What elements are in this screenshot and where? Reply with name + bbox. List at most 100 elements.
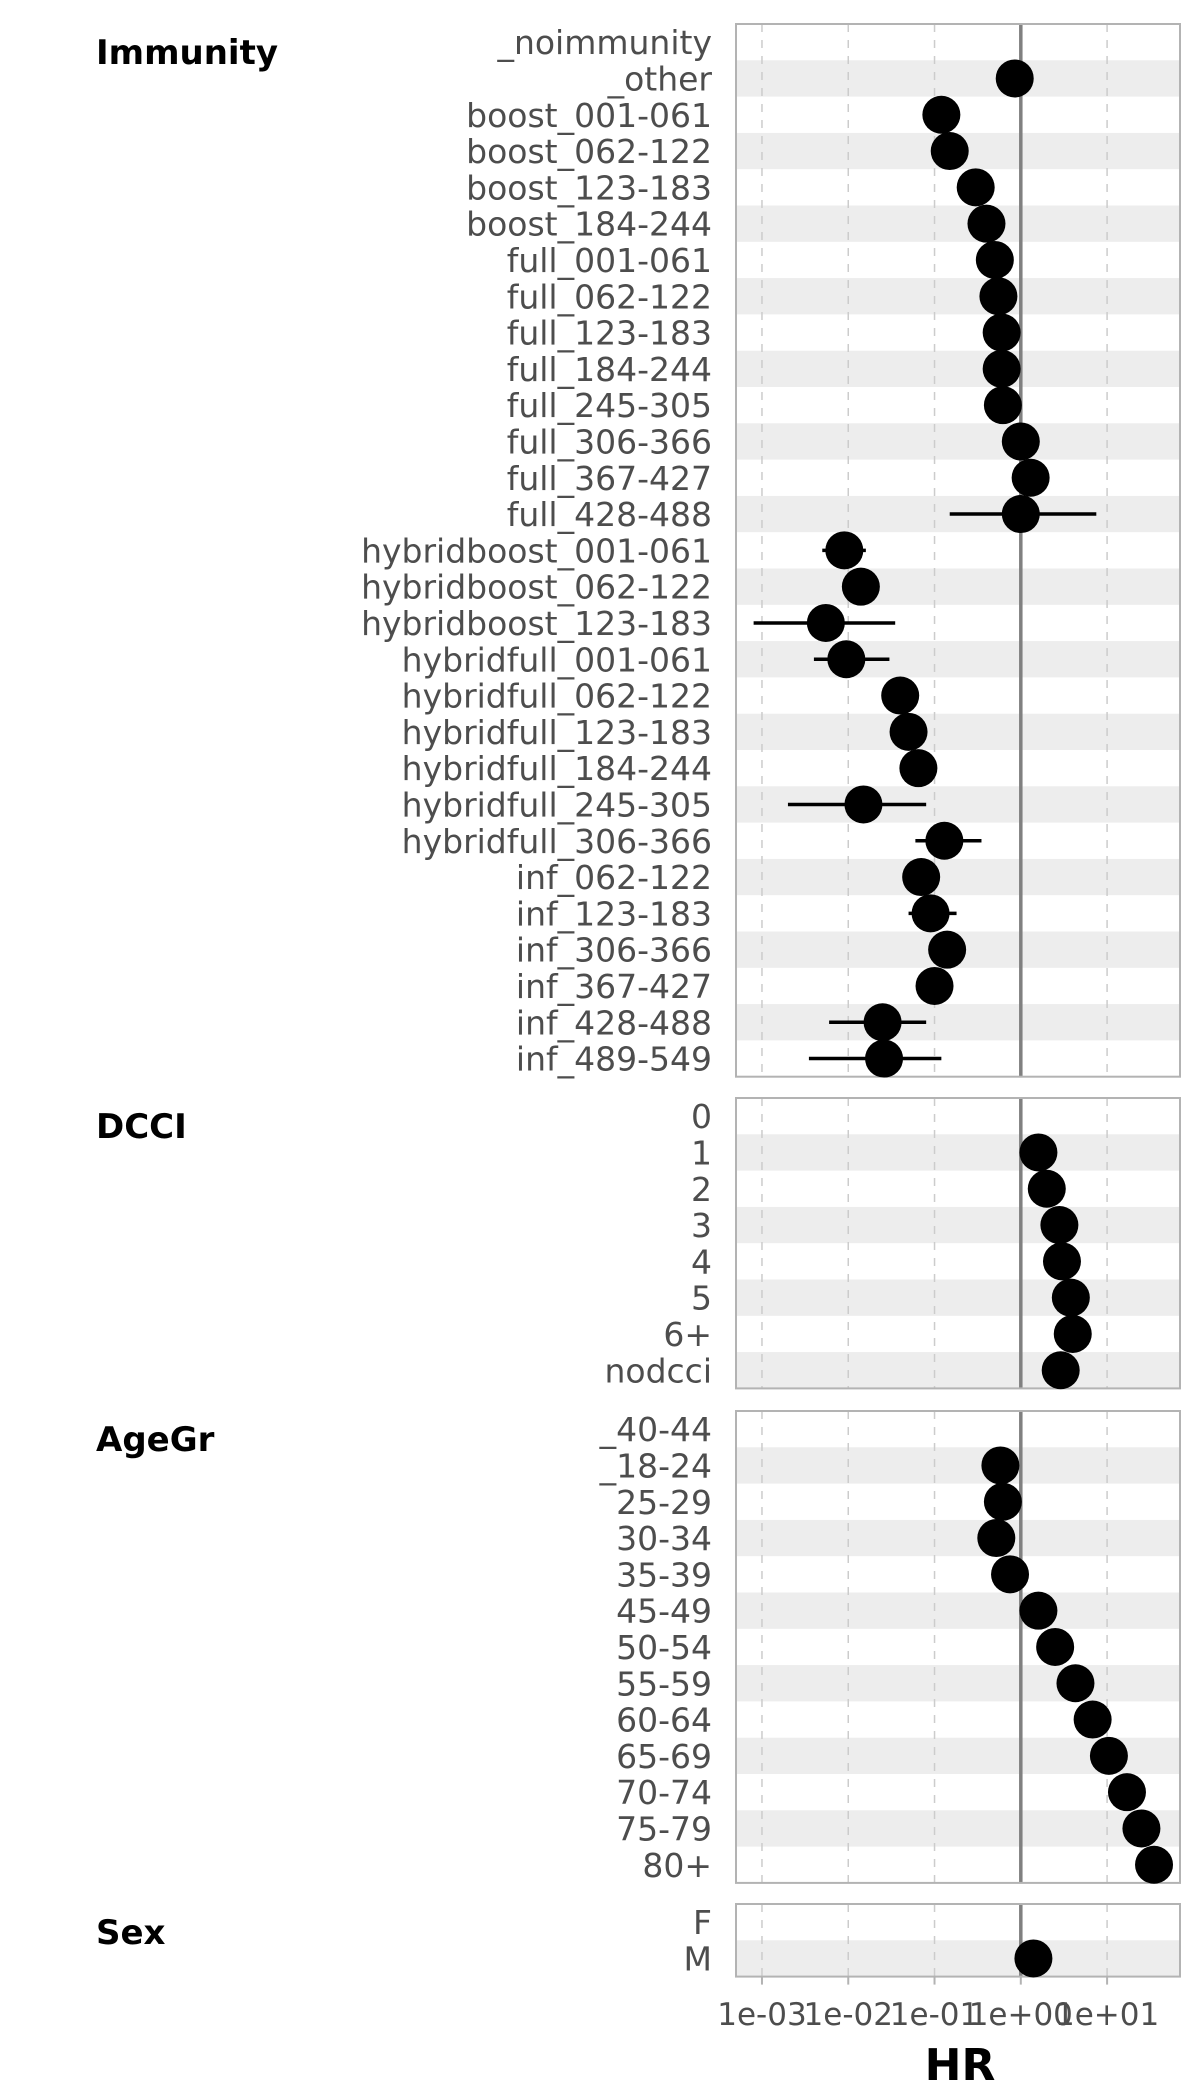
row-label: 25-29 [616, 1483, 712, 1522]
row-label: 70-74 [616, 1773, 712, 1812]
row-stripe [736, 423, 1180, 460]
row-label: boost_123-183 [466, 168, 712, 207]
hr-point [1040, 1206, 1079, 1245]
row-label: full_428-488 [507, 495, 712, 534]
hr-point [977, 1519, 1016, 1558]
hr-point [982, 313, 1021, 352]
row-label: inf_062-122 [516, 858, 712, 897]
hr-point [1027, 1169, 1066, 1208]
row-label: inf_123-183 [516, 894, 712, 933]
hr-point [1107, 1773, 1146, 1812]
row-label: 80+ [642, 1846, 712, 1885]
hr-point [827, 640, 866, 679]
x-tick-label: 1e+00 [969, 1997, 1073, 2033]
hr-point [911, 894, 950, 933]
row-label: boost_184-244 [466, 205, 712, 244]
row-label: boost_062-122 [466, 132, 712, 171]
hr-point [1135, 1845, 1174, 1884]
row-stripe [736, 641, 1180, 678]
row-label: inf_306-366 [516, 931, 712, 970]
row-stripe [736, 713, 1180, 750]
row-label: 2 [691, 1170, 712, 1209]
hr-point [1053, 1314, 1092, 1353]
hr-point [1051, 1278, 1090, 1317]
row-label: _other [607, 59, 713, 98]
panel-border [735, 1903, 1181, 1978]
row-label: hybridboost_001-061 [361, 531, 712, 570]
row-stripe [736, 1810, 1180, 1847]
hr-point [981, 1446, 1020, 1485]
hr-point [925, 821, 964, 860]
hr-point [975, 240, 1014, 279]
hr-point [928, 930, 967, 969]
row-label: full_367-427 [507, 459, 712, 498]
hr-point [1122, 1809, 1161, 1848]
row-label: hybridboost_123-183 [361, 604, 712, 643]
row-label: 35-39 [616, 1555, 712, 1594]
hr-point [841, 567, 880, 606]
row-stripe [736, 1940, 1180, 1977]
row-label: 60-64 [616, 1701, 712, 1740]
row-label: _40-44 [599, 1410, 712, 1449]
hr-point [889, 712, 928, 751]
row-stripe [736, 1665, 1180, 1702]
x-tick-label: 1e-01 [890, 1997, 979, 2033]
hr-point [930, 132, 969, 171]
hr-point [1036, 1627, 1075, 1666]
row-label: full_184-244 [507, 350, 712, 389]
hr-point [1001, 422, 1040, 461]
hr-point [991, 1555, 1030, 1594]
row-stripe [736, 1447, 1180, 1484]
row-stripe [736, 1134, 1180, 1171]
row-label: M [684, 1939, 712, 1978]
row-label: 50-54 [616, 1628, 712, 1667]
row-label: inf_367-427 [516, 967, 712, 1006]
hr-point [915, 966, 954, 1005]
x-axis-title: HR [925, 2040, 996, 2091]
panel-title: Immunity [96, 33, 278, 73]
hr-point [983, 1482, 1022, 1521]
hr-point [1014, 1939, 1053, 1978]
hr-point [806, 603, 845, 642]
row-stripe [736, 350, 1180, 387]
hr-point [956, 168, 995, 207]
row-label: boost_001-061 [466, 96, 712, 135]
row-label: 65-69 [616, 1737, 712, 1776]
row-label: hybridboost_062-122 [361, 568, 712, 607]
row-stripe [736, 858, 1180, 896]
panel-border [735, 23, 1181, 1078]
row-label: 45-49 [616, 1592, 712, 1631]
row-label: full_306-366 [507, 422, 712, 461]
row-label: inf_428-488 [516, 1003, 712, 1042]
row-label: full_123-183 [507, 314, 712, 353]
hr-point [1041, 1351, 1080, 1390]
row-label: hybridfull_123-183 [402, 713, 712, 752]
panel-immunity: Immunity _noimmunity_otherboost_001-061bo… [96, 23, 1181, 1079]
row-label: 6+ [663, 1315, 712, 1354]
row-label: _18-24 [599, 1446, 712, 1485]
hr-point [863, 1003, 902, 1042]
hr-point [983, 386, 1022, 425]
row-label: 55-59 [616, 1664, 712, 1703]
x-tick-label: 1e-03 [717, 1997, 806, 2033]
row-label: hybridfull_062-122 [402, 677, 712, 716]
row-label: 0 [691, 1097, 712, 1136]
row-stripe [736, 205, 1180, 242]
hr-point [902, 858, 941, 897]
panel-title: AgeGr [96, 1420, 215, 1460]
row-label: hybridfull_001-061 [402, 640, 712, 679]
row-label: full_062-122 [507, 277, 712, 316]
hr-point [1001, 495, 1040, 534]
row-label: F [693, 1903, 712, 1942]
hr-point [995, 59, 1034, 98]
row-stripe [736, 1352, 1180, 1389]
row-label: 4 [691, 1242, 712, 1281]
hr-point [881, 676, 920, 715]
row-stripe [736, 1279, 1180, 1316]
row-label: hybridfull_184-244 [402, 749, 712, 788]
row-label: full_245-305 [507, 386, 712, 425]
row-stripe [736, 1206, 1180, 1244]
hr-point [1042, 1242, 1081, 1281]
panel-border [735, 1410, 1181, 1884]
x-tick-label: 1e+01 [1055, 1997, 1159, 2033]
